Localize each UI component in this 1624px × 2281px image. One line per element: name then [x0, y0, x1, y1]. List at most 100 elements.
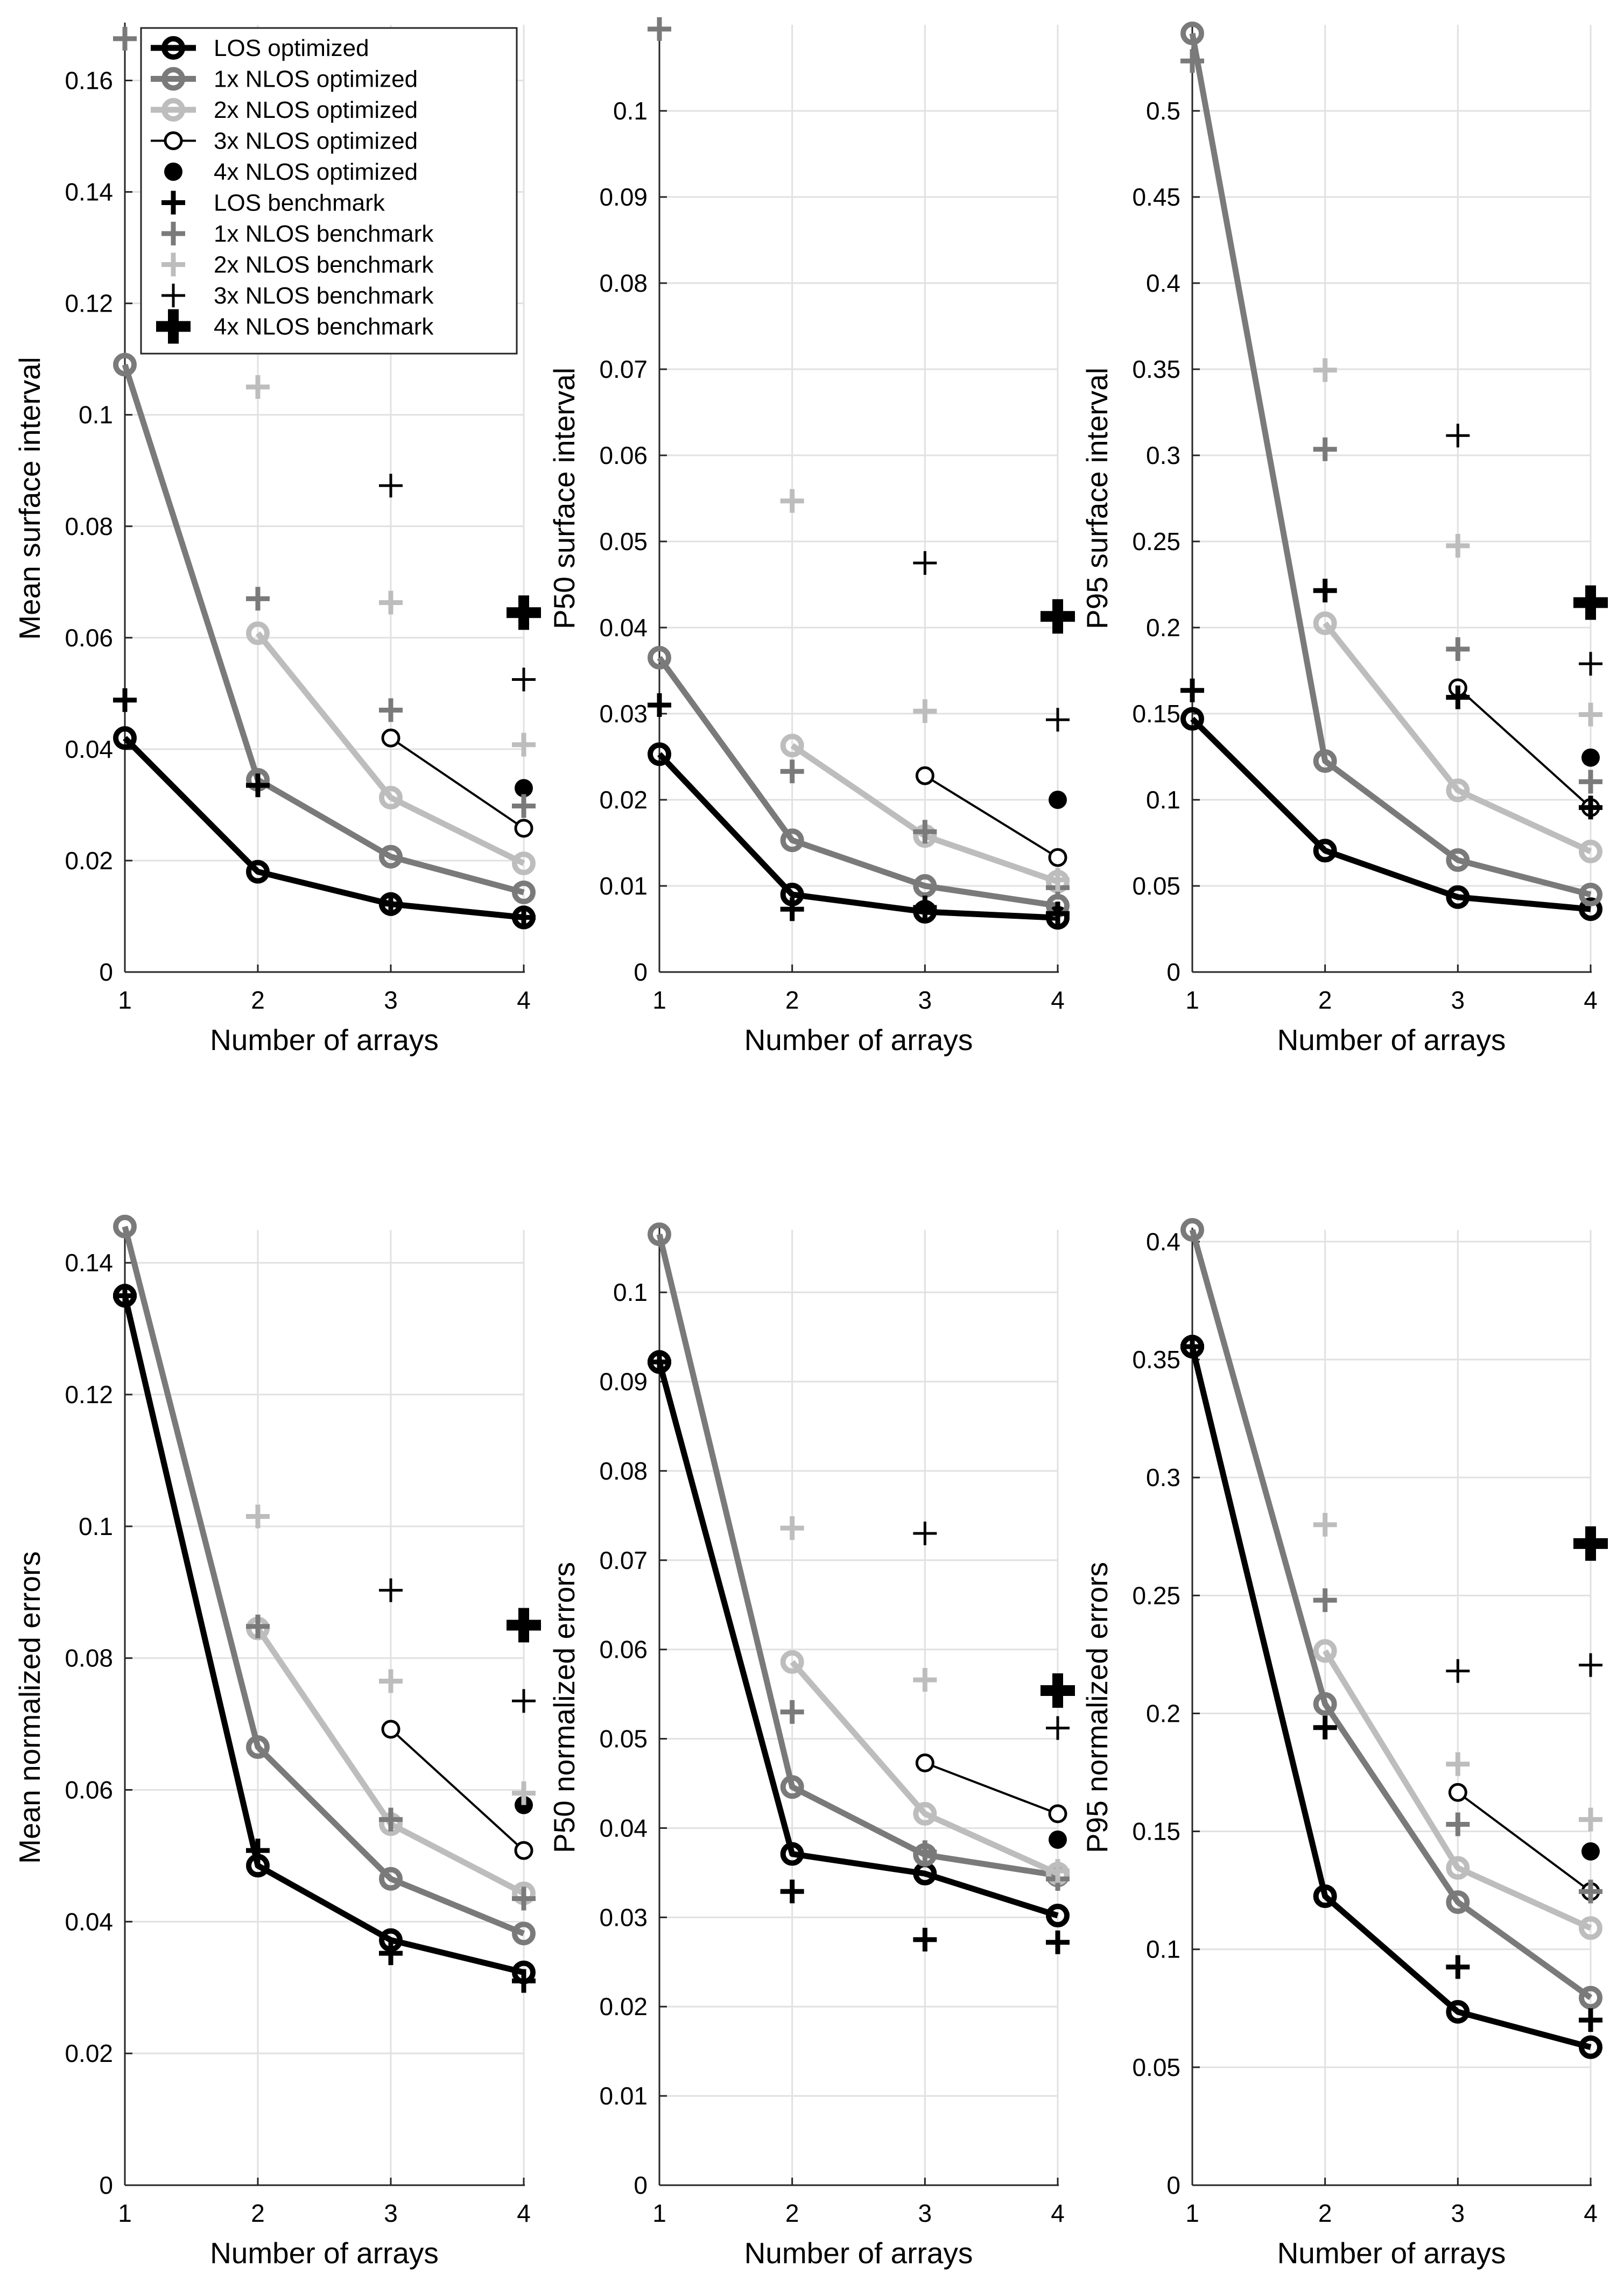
data-point: [113, 353, 137, 377]
y-tick-label: 0.12: [65, 1381, 113, 1409]
data-point: [913, 1927, 937, 1952]
data-point: [512, 794, 536, 818]
legend-entry-los_opt: LOS optimized: [151, 35, 369, 61]
legend-label: 3x NLOS optimized: [214, 128, 418, 154]
legend-label: 4x NLOS benchmark: [214, 314, 434, 340]
data-point: [913, 1840, 937, 1864]
y-tick-label: 0.06: [65, 624, 113, 652]
legend-entry-nlos2_opt: 2x NLOS optimized: [151, 97, 418, 123]
data-point: [113, 726, 137, 750]
y-tick-label: 0.25: [1132, 527, 1180, 555]
data-point: [1313, 579, 1337, 603]
data-point: [1579, 702, 1602, 727]
legend-label: LOS benchmark: [214, 190, 385, 216]
data-point: [113, 1284, 137, 1308]
legend-entry-nlos4_opt: 4x NLOS optimized: [164, 159, 418, 185]
data-point: [1579, 897, 1602, 921]
data-point: [512, 1886, 536, 1911]
data-point: [1180, 1334, 1204, 1358]
data-point: [1446, 1890, 1470, 1914]
grid: [658, 25, 1059, 973]
grid: [124, 1230, 525, 2186]
x-tick-label: 3: [918, 2199, 932, 2227]
y-tick-label: 0.05: [599, 1725, 648, 1753]
data-point: [648, 693, 671, 717]
data-point: [913, 699, 937, 723]
series-line: [656, 1361, 1059, 1919]
grid: [1191, 1230, 1592, 2186]
data-point: [648, 646, 671, 670]
data-point: [379, 1941, 403, 1966]
data-point: [246, 587, 270, 611]
series-line: [924, 775, 1059, 858]
data-point: [780, 1700, 804, 1724]
legend-marker: [161, 36, 185, 60]
y-tick-label: 0.14: [65, 178, 113, 206]
data-point: [379, 1669, 403, 1693]
chart-p95-normalized-errors: 1 2 3 4 0 0.05 0.1 0.15 0.2 0.25 0.3 0.35 0.4 Number …: [1080, 1218, 1608, 2270]
y-tick-label: 0.15: [1132, 1818, 1180, 1846]
y-tick-label: 0: [99, 958, 113, 986]
data-point: [1046, 708, 1070, 732]
data-point: [648, 742, 671, 766]
x-tick-label: 3: [384, 2199, 398, 2227]
y-tick-label: 0.06: [599, 441, 648, 469]
data-point: [379, 1867, 403, 1891]
series-line: [657, 752, 1058, 921]
data-point: [1046, 1859, 1070, 1883]
y-axis-label: P50 surface interval: [547, 368, 581, 629]
data-point: [1048, 1804, 1067, 1824]
data-point: [780, 1879, 804, 1904]
data-point: [1180, 707, 1204, 731]
x-tick-label: 4: [1584, 986, 1598, 1014]
legend-marker: [161, 284, 185, 307]
x-axis-label: Number of arrays: [210, 1023, 439, 1057]
data-point: [780, 1516, 804, 1540]
y-tick-label: 0.35: [1132, 1346, 1180, 1374]
data-point: [780, 759, 804, 784]
data-point: [648, 17, 671, 41]
legend-marker: [156, 309, 191, 344]
data-point: [1049, 1831, 1067, 1849]
y-tick-label: 0.15: [1132, 700, 1180, 728]
data-point: [1579, 1986, 1602, 2010]
data-point: [1313, 839, 1337, 863]
data-point: [246, 1614, 270, 1638]
chart-p50-normalized-errors: 1 2 3 4 0 0.01 0.02 0.03 0.04 0.05 0.06 0.07 0.08 0.0…: [547, 1222, 1075, 2270]
y-tick-label: 0.05: [599, 527, 648, 555]
legend-label: 3x NLOS benchmark: [214, 283, 434, 309]
data-point: [1446, 2000, 1470, 2024]
legend-marker: [161, 67, 185, 91]
series-line: [122, 1226, 525, 1937]
data-point: [1446, 1752, 1470, 1776]
legend-entry-los_bench: LOS benchmark: [161, 190, 385, 216]
y-tick-label: 0.1: [79, 401, 113, 429]
x-tick-label: 4: [1051, 986, 1065, 1014]
data-point: [1579, 883, 1602, 906]
series-line: [1189, 33, 1592, 898]
y-tick-label: 0.07: [599, 1546, 648, 1574]
y-tick-label: 0.03: [599, 1903, 648, 1931]
y-axis-label: P95 normalized errors: [1080, 1562, 1114, 1853]
legend-label: LOS optimized: [214, 35, 369, 61]
data-point: [913, 1801, 937, 1826]
y-tick-label: 0.08: [65, 512, 113, 540]
x-tick-label: 1: [1185, 986, 1199, 1014]
data-point: [1313, 358, 1337, 382]
data-point: [512, 667, 536, 692]
y-tick-label: 0.09: [599, 183, 648, 211]
y-tick-label: 0.5: [1146, 97, 1180, 125]
y-tick-label: 0.1: [1146, 1935, 1180, 1963]
x-axis-label: Number of arrays: [744, 2236, 973, 2270]
y-tick-label: 0.05: [1132, 2053, 1180, 2081]
data-point: [113, 1214, 137, 1238]
y-tick-label: 0.07: [599, 355, 648, 383]
legend-label: 2x NLOS optimized: [214, 97, 418, 123]
grid: [658, 1230, 1059, 2186]
x-tick-label: 1: [1185, 2199, 1199, 2227]
x-axis-label: Number of arrays: [210, 2236, 439, 2270]
y-tick-label: 0.06: [599, 1636, 648, 1664]
data-point: [515, 1796, 533, 1814]
y-axis-label: P50 normalized errors: [547, 1562, 581, 1853]
